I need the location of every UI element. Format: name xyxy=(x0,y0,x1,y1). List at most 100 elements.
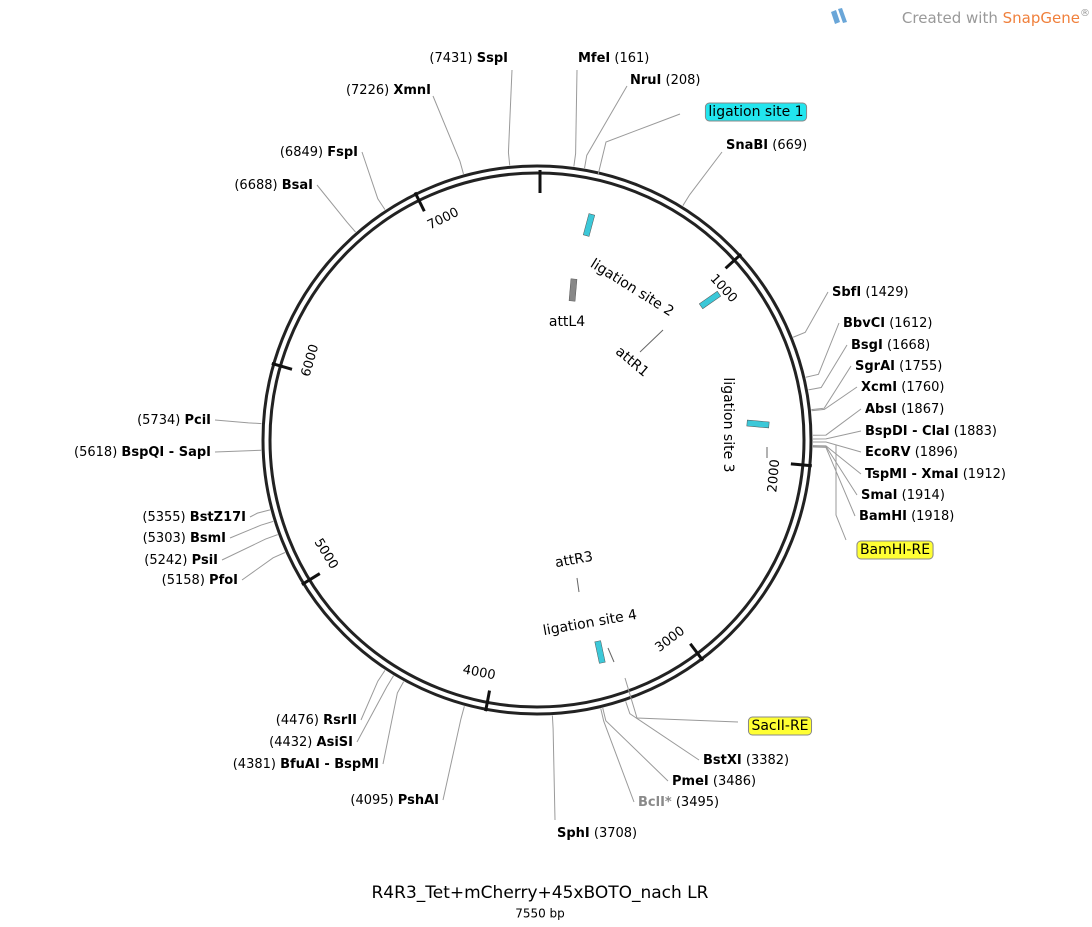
tick-mark xyxy=(301,572,321,586)
site-label: (7226) XmnI xyxy=(346,83,431,98)
site-label: (6849) FspI xyxy=(280,145,358,160)
tick-label: 3000 xyxy=(652,624,687,656)
site-name: TspMI - XmaI xyxy=(865,467,959,482)
site-leader xyxy=(507,69,513,166)
site-name: EcoRV xyxy=(865,445,911,460)
site-label: BclI* (3495) xyxy=(638,795,719,810)
site-leader xyxy=(808,344,848,391)
site-position: (161) xyxy=(614,51,649,66)
site-position: (1867) xyxy=(901,402,944,417)
site-position: (3708) xyxy=(594,826,637,841)
site-label: (4476) RsrII xyxy=(276,713,357,728)
site-leader xyxy=(625,701,700,761)
site-position: (6849) xyxy=(280,145,323,160)
feature-segment xyxy=(594,640,606,664)
feature-leader xyxy=(835,445,847,541)
site-leader xyxy=(214,449,262,453)
site-name: AbsI xyxy=(865,402,897,417)
site-name: BstZ17I xyxy=(190,510,246,525)
tick-mark xyxy=(689,642,705,662)
site-position: (7431) xyxy=(429,51,472,66)
site-label: (5242) PsiI xyxy=(144,553,218,568)
feature-label: attR3 xyxy=(554,549,594,571)
site-label: AbsI (1867) xyxy=(865,402,944,417)
site-position: (1918) xyxy=(911,509,954,524)
site-position: (7226) xyxy=(346,83,389,98)
site-name: SphI xyxy=(557,826,590,841)
site-name: SgrAI xyxy=(855,359,895,374)
feature-box xyxy=(856,540,934,560)
site-position: (5242) xyxy=(144,553,187,568)
site-label: SmaI (1914) xyxy=(861,488,945,503)
site-name: BclI* xyxy=(638,795,672,810)
site-name: BspQI - SapI xyxy=(121,445,211,460)
site-leader xyxy=(551,715,556,821)
feature-label: ligation site 3 xyxy=(720,377,736,472)
watermark-text: Created with xyxy=(902,9,998,27)
site-position: (1914) xyxy=(902,488,945,503)
site-position: (6688) xyxy=(234,178,277,193)
site-position: (4432) xyxy=(269,735,312,750)
site-label: SgrAI (1755) xyxy=(855,359,942,374)
site-leader xyxy=(812,408,862,436)
site-name: SmaI xyxy=(861,488,898,503)
site-name: SbfI xyxy=(832,285,861,300)
feature-segment xyxy=(698,290,722,310)
backbone-outer xyxy=(261,164,813,716)
tick-label: 7000 xyxy=(425,205,461,233)
site-label: MfeI (161) xyxy=(578,51,649,66)
site-leader xyxy=(214,419,262,425)
site-position: (1760) xyxy=(901,380,944,395)
feature-label: SacII-RE xyxy=(751,718,808,734)
tick-label: 2000 xyxy=(765,459,783,493)
site-position: (208) xyxy=(666,73,701,88)
site-position: (1883) xyxy=(954,424,997,439)
site-label: SnaBI (669) xyxy=(726,138,807,153)
feature-box xyxy=(704,102,808,122)
site-leader xyxy=(249,509,271,518)
site-leader xyxy=(812,445,858,496)
feature-box xyxy=(747,716,813,736)
site-name: XcmI xyxy=(861,380,897,395)
feature-label: ligation site 4 xyxy=(542,607,639,639)
site-position: (5734) xyxy=(137,413,180,428)
tick-mark xyxy=(271,362,293,371)
site-position: (1612) xyxy=(889,316,932,331)
tick-mark xyxy=(413,191,426,212)
tick-mark xyxy=(724,253,743,270)
backbone-inner xyxy=(268,171,806,709)
site-position: (669) xyxy=(772,138,807,153)
site-name: BamHI xyxy=(859,509,907,524)
site-name: MfeI xyxy=(578,51,610,66)
site-name: BspDI - ClaI xyxy=(865,424,950,439)
site-leader xyxy=(805,322,840,378)
logo-icon xyxy=(831,8,847,24)
site-leader xyxy=(221,534,278,561)
site-position: (4381) xyxy=(233,757,276,772)
site-name: AsiSI xyxy=(317,735,353,750)
site-leader xyxy=(584,85,628,169)
site-name: SnaBI xyxy=(726,138,768,153)
site-label: BbvCI (1612) xyxy=(843,316,932,331)
site-name: PshAI xyxy=(398,793,439,808)
feature-tick xyxy=(576,577,580,593)
site-leader xyxy=(812,441,862,453)
site-label: (5734) PciI xyxy=(137,413,211,428)
site-leader xyxy=(241,552,286,581)
site-label: (5355) BstZ17I xyxy=(142,510,246,525)
site-leader xyxy=(361,151,386,210)
tick-label: 4000 xyxy=(461,662,496,683)
site-label: NruI (208) xyxy=(630,73,701,88)
site-leader xyxy=(812,446,856,517)
site-label: PmeI (3486) xyxy=(672,774,756,789)
site-leader xyxy=(792,291,829,338)
feature-segment xyxy=(746,419,770,429)
site-leader xyxy=(600,708,635,803)
site-label: (5618) BspQI - SapI xyxy=(74,445,211,460)
site-position: (5303) xyxy=(143,531,186,546)
site-name: PfoI xyxy=(209,573,238,588)
site-label: (5303) BsmI xyxy=(143,531,226,546)
site-label: SphI (3708) xyxy=(557,826,637,841)
tick-mark xyxy=(790,462,812,468)
